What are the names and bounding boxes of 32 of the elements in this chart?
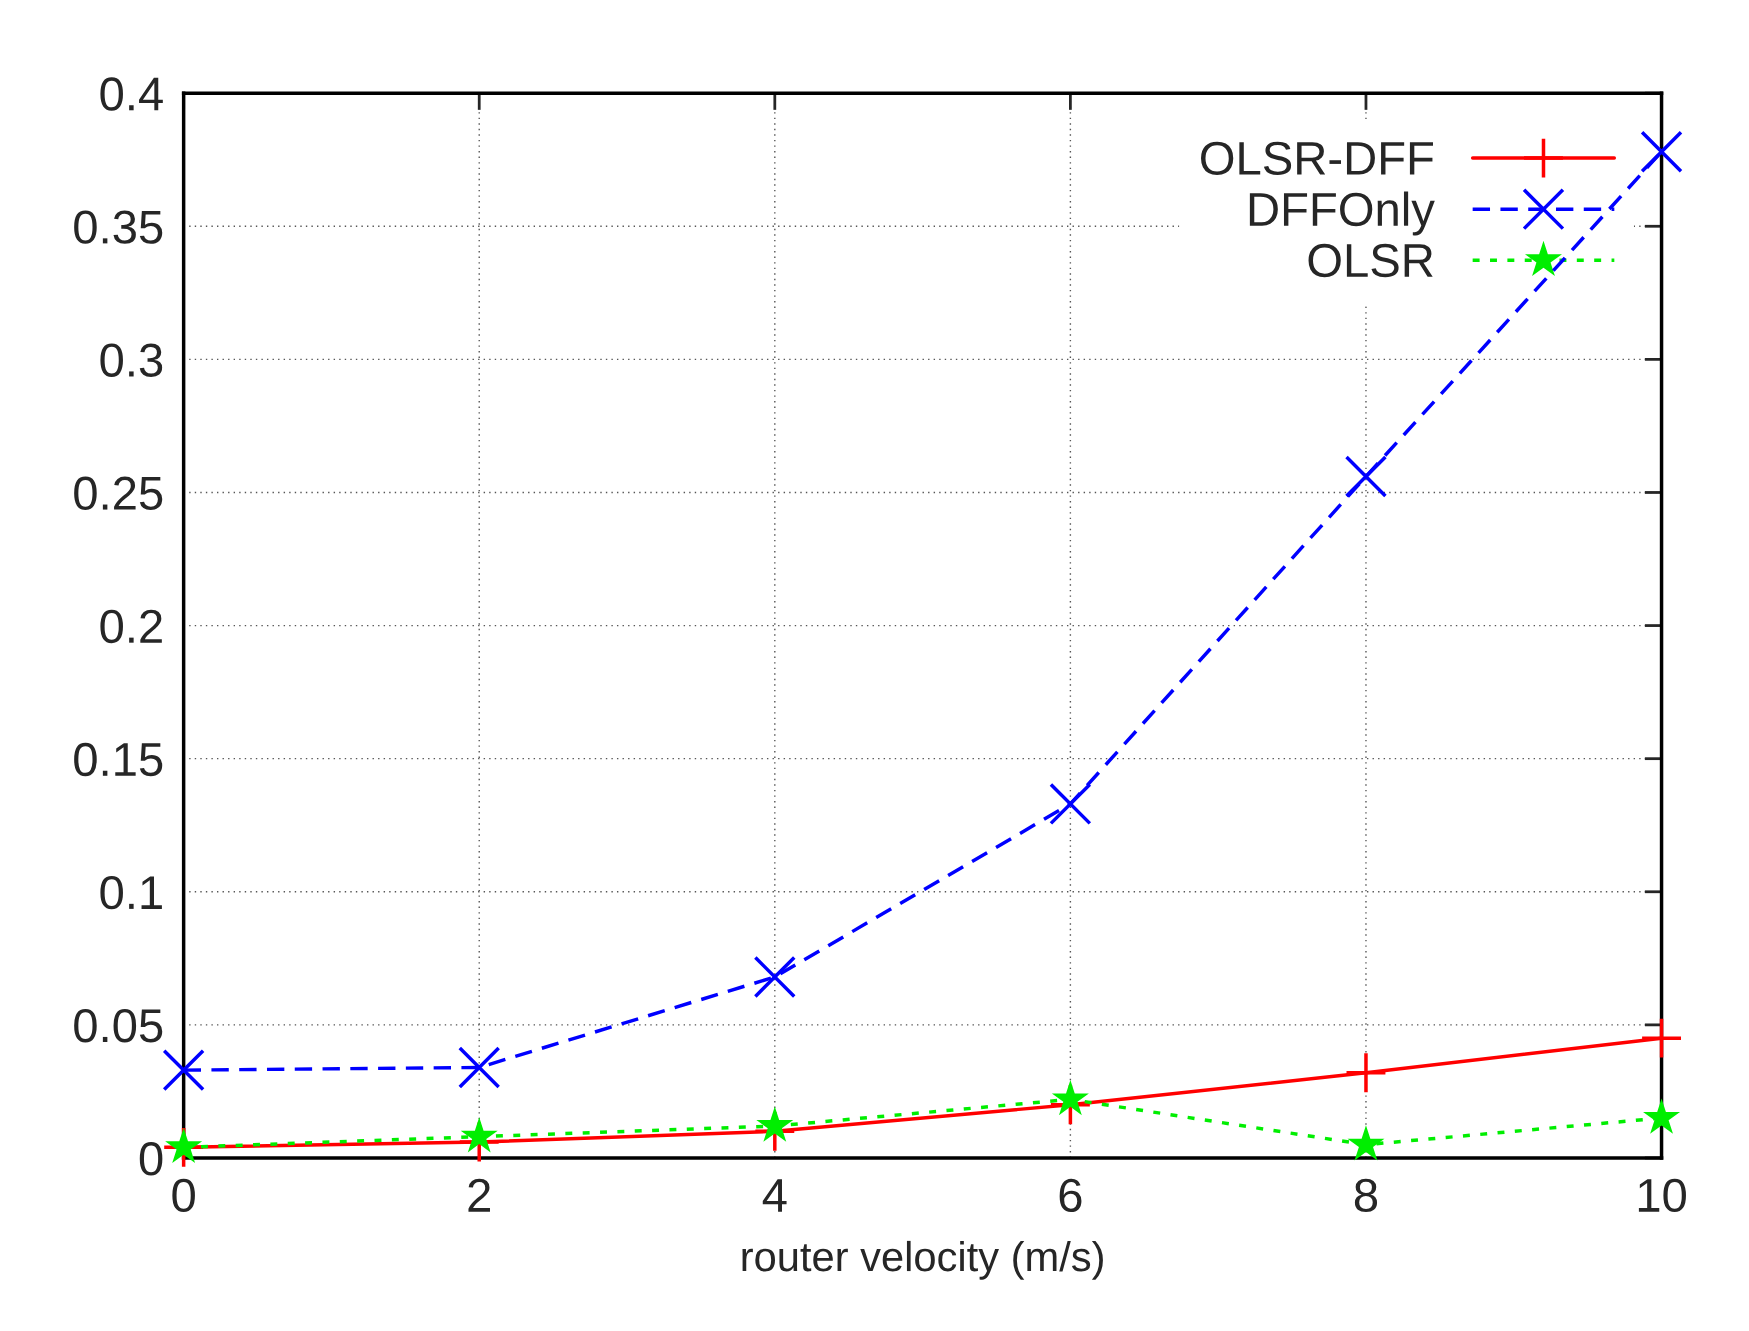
point [1640, 130, 1683, 173]
point [1346, 1053, 1386, 1093]
y-tick-label: 0.05 [74, 1009, 163, 1043]
y-tick-label: 0.2 [100, 609, 162, 644]
legend-label: OLSR-DFF [1201, 141, 1433, 176]
point [1643, 1098, 1681, 1134]
y-tick-label: 0 [139, 1142, 163, 1176]
point [460, 1117, 498, 1153]
x-tick-label: 4 [762, 1179, 787, 1212]
x-axis-title: router velocity (m/s) [742, 1240, 1103, 1280]
x-tick-label: 8 [1354, 1178, 1378, 1213]
point [162, 1048, 205, 1092]
y-tick-label: 0.1 [100, 875, 162, 910]
y-tick-label: 0.4 [100, 77, 163, 111]
legend-label: DFFOnly [1249, 191, 1435, 236]
y-tick-label: 0.25 [74, 476, 163, 511]
point [753, 955, 796, 999]
y-tick-label: 0.3 [100, 343, 163, 377]
point [756, 1106, 794, 1142]
point [458, 1046, 501, 1089]
point [1051, 1079, 1089, 1116]
x-tick-label: 6 [1059, 1178, 1082, 1213]
y-tick-label: 0.15 [74, 742, 163, 777]
point [1347, 1125, 1385, 1161]
point [1344, 455, 1388, 498]
x-tick-label: 2 [468, 1178, 490, 1212]
point [1049, 782, 1092, 826]
x-tick-label: 10 [1638, 1178, 1686, 1213]
x-tick-label: 0 [172, 1178, 195, 1213]
point [1642, 1018, 1681, 1058]
y-tick-label: 0.35 [74, 210, 163, 244]
legend-label: OLSR [1308, 243, 1433, 278]
